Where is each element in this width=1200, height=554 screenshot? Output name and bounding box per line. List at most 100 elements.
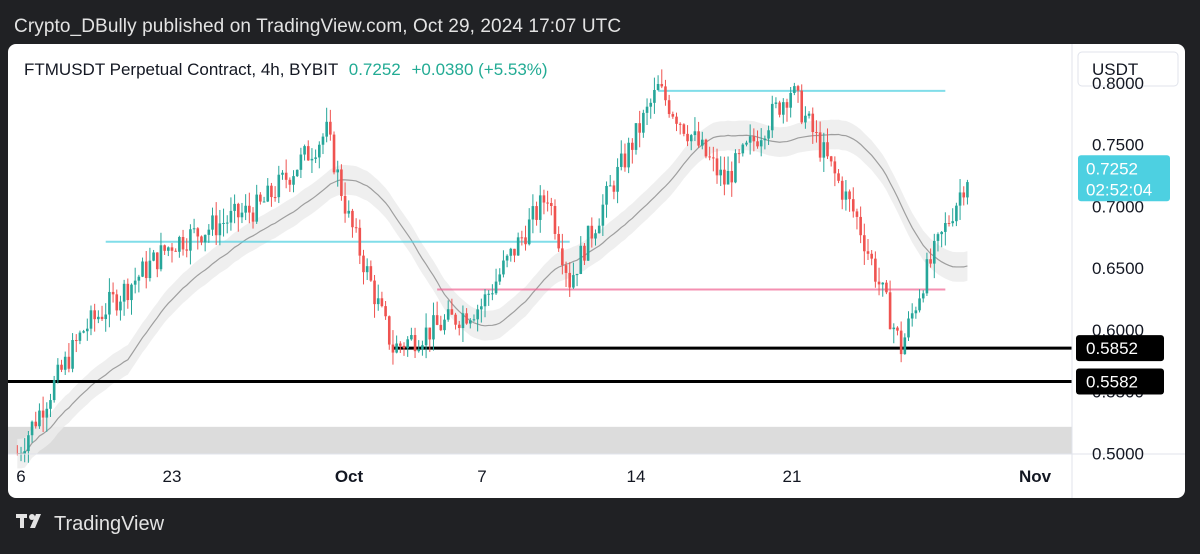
candle-body — [752, 136, 756, 142]
candle-body — [874, 258, 877, 282]
candle-body — [649, 102, 653, 107]
candle-body — [697, 131, 700, 146]
x-tick-label: 14 — [627, 467, 646, 486]
candle-body — [944, 222, 947, 232]
candle-body — [675, 116, 678, 124]
candle-body — [233, 203, 236, 211]
candle-body — [432, 315, 435, 340]
candle-body — [292, 176, 295, 185]
moving-average-band — [17, 119, 968, 469]
candle-body — [376, 298, 380, 305]
candle-body — [306, 146, 310, 161]
candle-body — [877, 281, 881, 285]
candle-body — [730, 170, 734, 183]
candle-body — [240, 212, 244, 218]
candle-body — [616, 166, 619, 192]
candle-body — [653, 89, 656, 103]
candle-body — [538, 195, 542, 220]
candle-body — [133, 280, 137, 285]
candle-body — [745, 142, 748, 145]
candle-body — [130, 284, 133, 301]
y-tick-label: 0.6500 — [1092, 259, 1144, 278]
candle-body — [45, 408, 49, 418]
candle-body — [693, 131, 697, 136]
x-tick-label: Nov — [1019, 467, 1052, 486]
candle-body — [660, 84, 664, 87]
candle-body — [218, 223, 222, 236]
candle-body — [513, 248, 516, 256]
candle-body — [527, 219, 531, 245]
candle-body — [737, 153, 741, 155]
candle-body — [373, 280, 376, 305]
level-price-box — [1076, 335, 1164, 362]
candle-body — [483, 294, 487, 307]
candle-body — [848, 191, 851, 200]
candle-body — [207, 229, 211, 235]
candle-body — [726, 170, 730, 185]
candle-body — [152, 252, 155, 261]
y-tick-label: 0.7000 — [1092, 197, 1144, 216]
candle-body — [262, 201, 266, 203]
candle-body — [100, 316, 104, 320]
candle-body — [531, 206, 535, 220]
candle-body — [502, 260, 505, 275]
countdown-label: 02:52:04 — [1086, 180, 1152, 199]
candle-body — [299, 154, 303, 170]
candle-body — [295, 169, 299, 177]
candle-body — [148, 260, 152, 279]
candle-body — [435, 315, 439, 325]
candle-body — [284, 172, 288, 180]
demand-zone — [8, 426, 1072, 454]
candle-body — [759, 140, 763, 147]
y-tick-label: 0.8000 — [1092, 74, 1144, 93]
candle-body — [505, 255, 509, 261]
candle-body — [631, 142, 634, 150]
candle-body — [185, 249, 189, 251]
candle-body — [86, 328, 89, 332]
x-tick-label: 6 — [16, 467, 25, 486]
candle-body — [439, 324, 443, 331]
candle-body — [93, 310, 96, 320]
candle-body — [774, 102, 778, 104]
candle-body — [248, 205, 251, 213]
candle-body — [881, 282, 885, 285]
candle-body — [104, 314, 108, 320]
candle-body — [579, 245, 583, 274]
candle-body — [255, 194, 258, 222]
candle-body — [347, 210, 351, 214]
candle-body — [141, 261, 144, 277]
symbol-header: FTMUSDT Perpetual Contract, 4h, BYBIT 0.… — [24, 60, 548, 80]
candle-body — [137, 276, 141, 281]
candle-body — [793, 86, 796, 93]
candle-body — [929, 259, 932, 264]
candle-body — [391, 344, 395, 353]
price-chart[interactable]: USDT0.50000.55000.60000.65000.70000.7500… — [8, 44, 1185, 498]
candle-body — [509, 248, 513, 256]
level-price-box — [1076, 368, 1164, 395]
candle-body — [542, 195, 546, 203]
candle-body — [457, 324, 461, 329]
x-tick-label: 23 — [163, 467, 182, 486]
candle-body — [638, 123, 641, 133]
candle-body — [236, 203, 240, 218]
candle-body — [903, 337, 907, 355]
candle-body — [329, 121, 332, 135]
candle-body — [910, 313, 914, 319]
candle-body — [840, 180, 844, 200]
y-tick-label: 0.6000 — [1092, 321, 1144, 340]
candle-body — [804, 115, 807, 123]
candle-body — [557, 233, 560, 249]
candle-body — [365, 266, 369, 273]
candle-body — [550, 203, 553, 207]
candle-body — [60, 364, 63, 370]
candle-body — [314, 157, 317, 159]
candle-body — [667, 100, 671, 115]
tradingview-logo-icon — [16, 512, 46, 536]
candle-body — [229, 210, 233, 223]
candle-body — [955, 205, 958, 222]
candle-body — [822, 142, 826, 158]
publish-caption: Crypto_DBully published on TradingView.c… — [14, 16, 622, 37]
candle-body — [480, 306, 483, 310]
candle-body — [472, 319, 476, 321]
chart-panel[interactable]: USDT0.50000.55000.60000.65000.70000.7500… — [8, 44, 1185, 498]
